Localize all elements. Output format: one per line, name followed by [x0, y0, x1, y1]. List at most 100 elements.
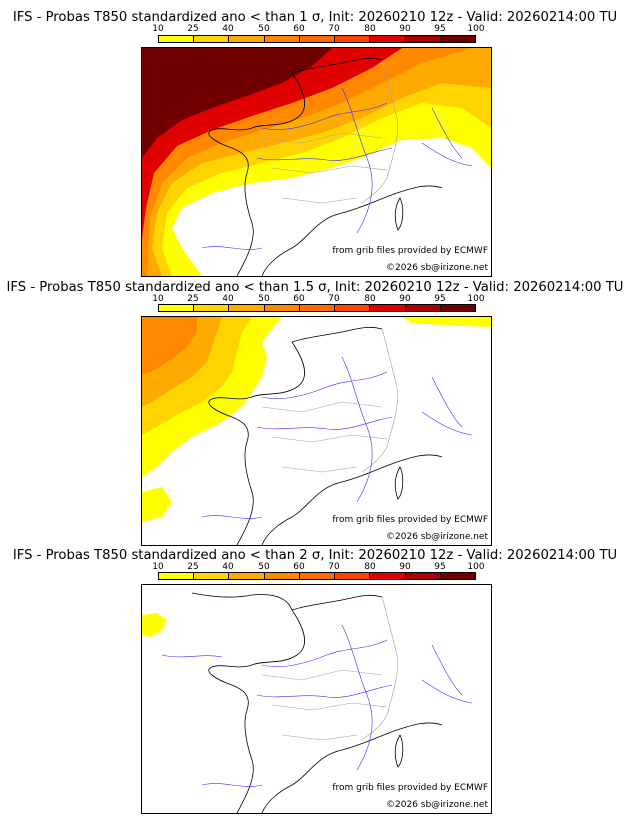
legend-label: 10 — [152, 24, 164, 34]
legend-label: 95 — [434, 24, 446, 34]
legend-label: 60 — [293, 562, 305, 572]
scale-segment — [440, 305, 475, 311]
legend-label: 70 — [328, 562, 340, 572]
scale-segment — [335, 36, 371, 42]
map-canvas — [142, 48, 491, 276]
legend-label: 10 — [152, 562, 164, 572]
legend-label: 60 — [293, 294, 305, 304]
prob-area-60 — [142, 317, 197, 375]
scale-segment — [299, 36, 336, 42]
map-canvas — [142, 317, 491, 545]
legend-label: 100 — [467, 562, 485, 572]
scale-segment — [159, 305, 195, 311]
legend-label: 50 — [258, 294, 270, 304]
coastline-north — [291, 326, 383, 343]
legend-label: 80 — [364, 562, 376, 572]
panel-3: IFS - Probas T850 standardized ano < tha… — [0, 546, 630, 828]
scale-segment — [335, 305, 371, 311]
border — [361, 596, 398, 741]
legend-label: 90 — [399, 562, 411, 572]
data-source-credit: from grib files provided by ECMWF — [332, 783, 488, 793]
data-source-credit: from grib files provided by ECMWF — [332, 246, 488, 256]
scale-segment — [299, 305, 336, 311]
coastline — [261, 185, 443, 276]
scale-segment — [370, 305, 406, 311]
color-scale-bar — [158, 35, 476, 43]
copyright-credit: ©2026 sb@irizone.net — [386, 532, 488, 542]
coastline — [261, 722, 443, 813]
scale-segment — [194, 36, 230, 42]
scale-segment — [229, 573, 265, 579]
corsica — [394, 197, 404, 231]
scale-segment — [159, 573, 195, 579]
panel-title: IFS - Probas T850 standardized ano < tha… — [6, 280, 624, 295]
scale-segment — [440, 36, 475, 42]
coastline-north — [191, 592, 383, 611]
river — [201, 356, 473, 519]
legend-label: 100 — [467, 294, 485, 304]
probability-map: from grib files provided by ECMWF ©2026 … — [141, 584, 492, 814]
legend-label: 90 — [399, 294, 411, 304]
scale-segment — [194, 573, 230, 579]
scale-segment — [229, 305, 265, 311]
border — [361, 328, 398, 473]
coastline — [261, 454, 443, 545]
scale-segment — [405, 305, 441, 311]
probability-map: from grib files provided by ECMWF ©2026 … — [141, 47, 492, 277]
legend-label: 40 — [222, 294, 234, 304]
copyright-credit: ©2026 sb@irizone.net — [386, 800, 488, 810]
corsica — [394, 734, 404, 768]
border — [361, 59, 398, 204]
legend-label: 25 — [187, 294, 199, 304]
legend-label: 25 — [187, 562, 199, 572]
legend-label: 95 — [434, 294, 446, 304]
legend-label: 40 — [222, 24, 234, 34]
panel-title: IFS - Probas T850 standardized ano < tha… — [12, 10, 618, 25]
probability-map: from grib files provided by ECMWF ©2026 … — [141, 316, 492, 546]
legend-label: 40 — [222, 562, 234, 572]
scale-segment — [299, 573, 336, 579]
legend-labels: 10 25 40 50 60 70 80 90 95 100 — [0, 294, 630, 304]
border — [261, 132, 388, 204]
prob-area-10 — [142, 613, 167, 637]
legend-label: 60 — [293, 24, 305, 34]
coastline — [208, 72, 306, 276]
panel-title: IFS - Probas T850 standardized ano < tha… — [12, 548, 618, 563]
map-canvas — [142, 592, 473, 813]
legend-labels: 10 25 40 50 60 70 80 90 95 100 — [0, 562, 630, 572]
corsica — [394, 466, 404, 500]
color-scale-bar — [158, 304, 476, 312]
scale-segment — [405, 36, 441, 42]
border — [261, 401, 388, 473]
legend-label: 100 — [467, 24, 485, 34]
data-source-credit: from grib files provided by ECMWF — [332, 515, 488, 525]
prob-area-95 — [142, 48, 332, 158]
border — [261, 669, 388, 741]
river — [161, 624, 473, 787]
panel-2: IFS - Probas T850 standardized ano < tha… — [0, 276, 630, 546]
scale-segment — [229, 36, 265, 42]
legend-label: 70 — [328, 24, 340, 34]
scale-segment — [370, 573, 406, 579]
scale-segment — [194, 305, 230, 311]
legend-label: 50 — [258, 562, 270, 572]
river — [201, 87, 473, 250]
scale-segment — [264, 36, 300, 42]
color-scale-bar — [158, 572, 476, 580]
legend-label: 90 — [399, 24, 411, 34]
scale-segment — [335, 573, 371, 579]
coastline-north — [291, 57, 383, 74]
legend-label: 10 — [152, 294, 164, 304]
panel-1: IFS - Probas T850 standardized ano < tha… — [0, 0, 630, 277]
legend-label: 25 — [187, 24, 199, 34]
legend-label: 95 — [434, 562, 446, 572]
scale-segment — [159, 36, 195, 42]
legend-label: 80 — [364, 24, 376, 34]
scale-segment — [370, 36, 406, 42]
legend-labels: 10 25 40 50 60 70 80 90 95 100 — [0, 24, 630, 34]
coastline — [208, 609, 306, 813]
legend-label: 70 — [328, 294, 340, 304]
scale-segment — [264, 305, 300, 311]
scale-segment — [440, 573, 475, 579]
legend-label: 50 — [258, 24, 270, 34]
